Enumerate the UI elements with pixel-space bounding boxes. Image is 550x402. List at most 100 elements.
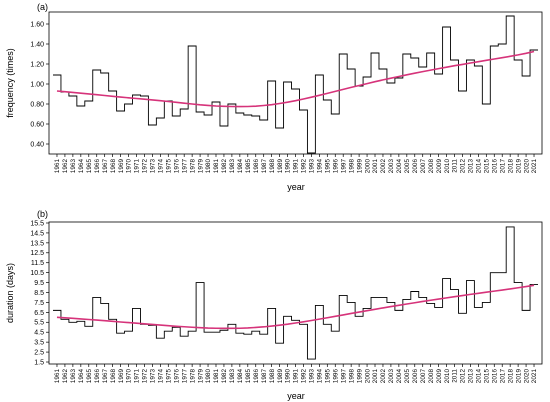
panel-b-x-tick-label: 1993 (309, 369, 316, 384)
panel-a-x-tick-label: 1961 (54, 159, 61, 174)
panel-b-x-tick-label: 2011 (452, 369, 459, 383)
panel-b-x-tick-label: 1987 (261, 369, 268, 384)
panel-a-x-tick-label: 1968 (110, 159, 117, 174)
panel-a-ylabel: frequency (times) (5, 48, 15, 118)
panel-a-x-tick-label: 1995 (325, 159, 332, 174)
panel-b-label: (b) (37, 209, 48, 219)
panel-b-x-tick-label: 1965 (86, 369, 93, 384)
panel-a-x-ticks: 1961 1962 1963 1964 1965 1966 1967 1968 1969 1970… (54, 154, 538, 173)
panel-b-y-tick-label: 15.5 (30, 220, 44, 227)
panel-b-x-tick-label: 1963 (70, 369, 77, 384)
panel-b-x-tick-label: 1966 (94, 369, 101, 384)
panel-b-y-tick-label: 2.5 (34, 349, 44, 356)
panel-a-x-tick-label: 2006 (412, 159, 419, 174)
panel-b-x-tick-label: 1967 (102, 369, 109, 384)
panel-b-x-tick-label: 2018 (507, 369, 514, 384)
panel-b-x-tick-label: 1964 (78, 369, 85, 384)
panel-a-x-tick-label: 2005 (404, 159, 411, 174)
panel-a-x-tick-label: 1998 (348, 159, 355, 174)
panel-b-y-tick-label: 4.5 (34, 330, 44, 337)
panel-a-x-tick-label: 1970 (126, 159, 133, 174)
panel-a-x-tick-label: 2002 (380, 159, 387, 174)
panel-b-x-tick-label: 2006 (412, 369, 419, 384)
panel-b-step-series (53, 226, 538, 360)
panel-a-x-tick-label: 2003 (388, 159, 395, 174)
panel-b-x-tick-label: 1962 (62, 369, 69, 384)
panel-b-x-tick-label: 1998 (348, 369, 355, 384)
panel-a-y-tick-label: 0.80 (30, 101, 44, 108)
panel-b-x-tick-label: 1971 (134, 369, 141, 384)
panel-a-x-tick-label: 1963 (70, 159, 77, 174)
panel-b-x-tick-label: 1988 (269, 369, 276, 384)
panel-a-x-tick-label: 2017 (499, 159, 506, 174)
panel-b-y-tick-label: 11.5 (31, 260, 44, 267)
panel-b-x-tick-label: 1972 (142, 369, 149, 384)
panel-b-y-tick-label: 9.5 (34, 280, 44, 287)
panel-b-x-tick-label: 1968 (110, 369, 117, 384)
panel-a-x-tick-label: 1971 (134, 159, 141, 174)
panel-a-x-tick-label: 1982 (221, 159, 228, 174)
panel-b-x-tick-label: 2008 (428, 369, 435, 384)
panel-b-y-tick-label: 14.5 (30, 230, 44, 237)
panel-b-x-tick-label: 2016 (491, 369, 498, 384)
panel-a-x-tick-label: 1984 (237, 159, 244, 174)
panel-b-x-tick-label: 2002 (380, 369, 387, 384)
panel-b: (b) year duration (days) 1.5 2.5 3.5 4.5 5.5… (5, 209, 543, 401)
panel-a-frame (48, 11, 543, 155)
panel-b-x-tick-label: 1990 (285, 369, 292, 384)
panel-b-x-tick-label: 1973 (150, 369, 157, 384)
panel-a-x-tick-label: 1981 (213, 159, 220, 174)
panel-b-x-tick-label: 1991 (293, 369, 300, 384)
panel-b-x-tick-label: 2004 (396, 369, 403, 384)
panel-b-x-tick-label: 1974 (158, 369, 165, 384)
panel-a-x-tick-label: 1979 (197, 159, 204, 174)
panel-b-trend-line (56, 284, 535, 330)
panel-b-y-tick-label: 8.5 (34, 290, 44, 297)
panel-a-step-series (53, 15, 538, 154)
panel-a-x-tick-label: 2015 (484, 159, 491, 174)
panel-a-x-tick-label: 2001 (372, 159, 379, 174)
panel-a-x-tick-label: 2004 (396, 159, 403, 174)
panel-a-x-tick-label: 1987 (261, 159, 268, 174)
panel-b-x-tick-label: 1981 (213, 369, 220, 384)
panel-a-x-tick-label: 1972 (142, 159, 149, 174)
panel-a-x-tick-label: 2019 (515, 159, 522, 174)
panel-b-x-tick-label: 2020 (523, 369, 530, 384)
panel-a-x-tick-label: 1977 (181, 159, 188, 174)
panel-a-x-tick-label: 2008 (428, 159, 435, 174)
panel-b-x-tick-label: 2010 (444, 369, 451, 384)
panel-b-y-tick-label: 12.5 (30, 250, 44, 257)
panel-a: (a) year frequency (times) 0.40 0.60 0.80 1… (5, 2, 543, 192)
panel-a-y-tick-label: 1.00 (30, 81, 44, 88)
panel-b-x-tick-label: 1979 (197, 369, 204, 384)
panel-b-x-tick-label: 1996 (332, 369, 339, 384)
panel-b-x-tick-label: 1978 (189, 369, 196, 384)
panel-a-x-tick-label: 1996 (332, 159, 339, 174)
panel-b-x-tick-label: 1961 (54, 369, 61, 384)
panel-b-y-tick-label: 6.5 (34, 310, 44, 317)
panel-b-y-tick-label: 1.5 (34, 359, 44, 366)
panel-b-x-tick-label: 2012 (460, 369, 467, 384)
panel-b-y-tick-label: 5.5 (34, 320, 44, 327)
panel-a-x-tick-label: 1965 (86, 159, 93, 174)
panel-b-x-tick-label: 2009 (436, 369, 443, 384)
panel-a-x-tick-label: 2012 (460, 159, 467, 174)
panel-a-x-tick-label: 1985 (245, 159, 252, 174)
panel-a-x-tick-label: 1978 (189, 159, 196, 174)
panel-b-x-tick-label: 1977 (181, 369, 188, 384)
panel-b-x-tick-label: 2000 (364, 369, 371, 384)
panel-a-x-tick-label: 1994 (317, 159, 324, 174)
panel-b-x-tick-label: 1989 (277, 369, 284, 384)
panel-a-x-tick-label: 1966 (94, 159, 101, 174)
panel-b-x-tick-label: 2021 (531, 369, 538, 384)
panel-a-y-tick-label: 1.60 (30, 21, 44, 28)
panel-b-ylabel: duration (days) (5, 263, 15, 323)
panel-b-x-tick-label: 1970 (126, 369, 133, 384)
panel-b-x-tick-label: 1975 (165, 369, 172, 384)
panel-b-x-tick-label: 1976 (173, 369, 180, 384)
panel-b-x-tick-label: 2003 (388, 369, 395, 384)
panel-b-y-tick-label: 10.5 (30, 270, 44, 277)
panel-a-trend-line (56, 50, 535, 108)
panel-a-x-tick-label: 1992 (301, 159, 308, 174)
panel-a-x-tick-label: 1967 (102, 159, 109, 174)
